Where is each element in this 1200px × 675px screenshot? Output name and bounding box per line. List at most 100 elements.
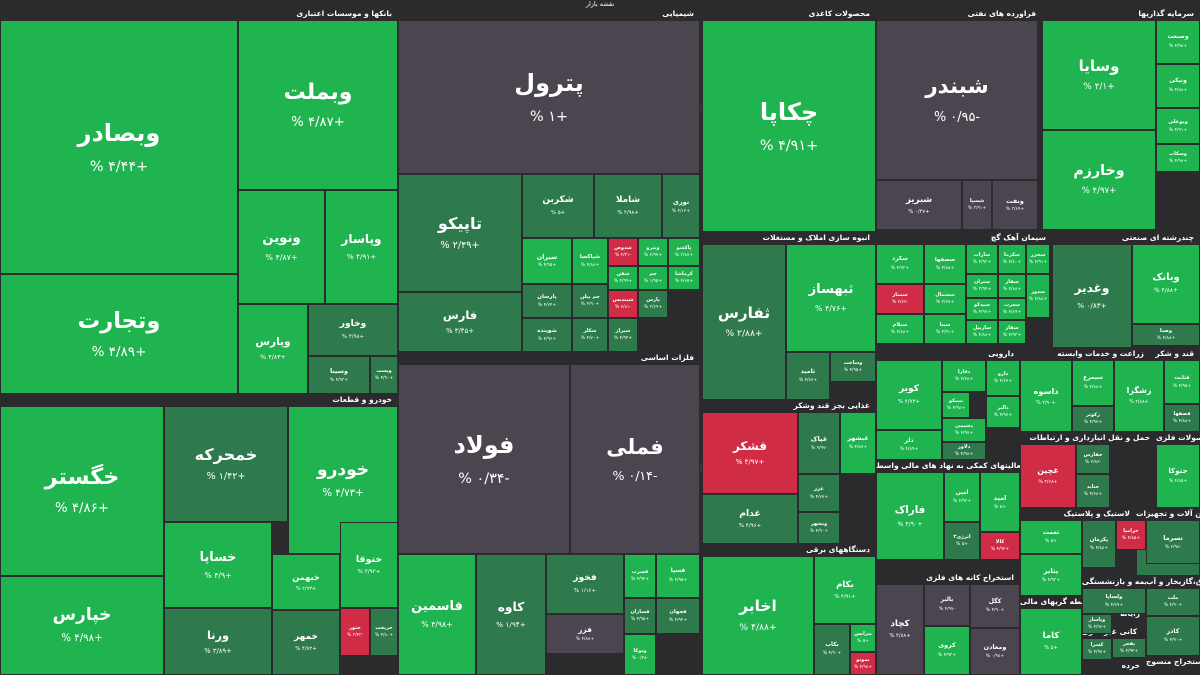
stock-tile[interactable]: سمتاز -۲/۶۷ % bbox=[876, 284, 924, 314]
stock-tile[interactable]: ختوقا +۴/۹۳ % bbox=[340, 522, 398, 608]
stock-tile[interactable]: حتاید +۴/۶۸ % bbox=[1076, 474, 1110, 508]
stock-tile[interactable]: وپارس +۴/۸۳ % bbox=[238, 304, 308, 394]
stock-tile[interactable]: وتوکا -۰/۳۸ % bbox=[624, 634, 656, 675]
stock-tile[interactable]: سکرد +۴/۹۳ % bbox=[876, 244, 924, 284]
stock-tile[interactable]: وسینا +۴/۹۳ % bbox=[308, 356, 370, 394]
stock-tile[interactable]: کروی +۴/۹۳ % bbox=[924, 626, 970, 675]
stock-tile[interactable]: کسرا +۴/۹۷ % bbox=[1082, 638, 1112, 660]
stock-tile[interactable]: شپاکسا +۴/۸۸ % bbox=[572, 238, 608, 284]
stock-tile[interactable]: سخزر +۴/۹۱ % bbox=[1026, 244, 1050, 274]
stock-tile[interactable]: کگل +۴/۹۰ % bbox=[970, 584, 1020, 628]
stock-tile[interactable]: وصنعت +۴/۹۸ % bbox=[1156, 20, 1200, 64]
stock-tile[interactable]: ونیکی +۴/۸۸ % bbox=[1156, 64, 1200, 108]
stock-tile[interactable]: دارو +۴/۶۷ % bbox=[986, 360, 1020, 396]
stock-tile[interactable]: فملی -۰/۱۴ % bbox=[570, 364, 700, 554]
stock-tile[interactable]: شیراز +۴/۹۴ % bbox=[608, 318, 638, 352]
stock-tile[interactable]: سکرما +۴/۸۰ % bbox=[998, 244, 1026, 274]
stock-tile[interactable]: وخاور +۴/۹۸ % bbox=[308, 304, 398, 356]
stock-tile[interactable]: شیران +۴/۹۵ % bbox=[522, 238, 572, 284]
stock-tile[interactable]: غچین +۴/۶۸ % bbox=[1020, 444, 1076, 508]
stock-tile[interactable]: کویر +۴/۷۳ % bbox=[876, 360, 942, 430]
stock-tile[interactable]: فسرب +۴/۹۴ % bbox=[624, 554, 656, 598]
stock-tile[interactable]: دشیمی +۴/۹۷ % bbox=[942, 418, 986, 442]
stock-tile[interactable]: بترانس +۵ % bbox=[850, 624, 876, 652]
stock-tile[interactable]: اترژی۳ +۵ % bbox=[944, 522, 980, 560]
stock-tile[interactable]: قشکر +۴/۹۷ % bbox=[702, 412, 798, 494]
stock-tile[interactable]: دلر +۴/۸۹ % bbox=[876, 430, 942, 460]
stock-tile[interactable]: جم +۱/۹۵ % bbox=[638, 266, 668, 290]
stock-tile[interactable]: بکام +۴/۹۱ % bbox=[814, 556, 876, 624]
stock-tile[interactable]: تاپیکو +۲/۴۹ % bbox=[398, 174, 522, 292]
stock-tile[interactable]: سفار +۴/۹۳ % bbox=[998, 320, 1026, 344]
stock-tile[interactable]: خزامیا +۴/۸۵ % bbox=[1116, 520, 1146, 550]
stock-tile[interactable]: شوینده +۴/۹۶ % bbox=[522, 318, 572, 352]
stock-tile[interactable]: غزر +۴/۷۷ % bbox=[798, 474, 840, 512]
stock-tile[interactable]: خساپا +۴/۹ % bbox=[164, 522, 272, 608]
stock-tile[interactable]: وپاسار +۴/۹۱ % bbox=[325, 190, 398, 304]
stock-tile[interactable]: سینا +۴/۹۱ % bbox=[924, 314, 966, 344]
stock-tile[interactable]: پارسان +۴/۷۴ % bbox=[522, 284, 572, 318]
stock-tile[interactable]: ثامید +۴/۸۷ % bbox=[786, 352, 830, 400]
stock-tile[interactable]: کاما +۵ % bbox=[1020, 608, 1082, 675]
stock-tile[interactable]: فاراک +۴/۹۰ % bbox=[876, 472, 944, 560]
stock-tile[interactable]: جم پیلن +۴/۹۰ % bbox=[572, 284, 608, 318]
stock-tile[interactable]: شفن +۴/۹۹ % bbox=[608, 266, 638, 290]
stock-tile[interactable]: وساخت +۴/۹۵ % bbox=[830, 352, 876, 382]
stock-tile[interactable]: سدور +۴/۸۸ % bbox=[1026, 274, 1050, 318]
stock-tile[interactable]: فخوز +۱/۱۶ % bbox=[546, 554, 624, 614]
stock-tile[interactable]: وغدیر +۰/۸۳ % bbox=[1052, 244, 1132, 348]
stock-tile[interactable]: ورنا +۳/۸۹ % bbox=[164, 608, 272, 675]
stock-tile[interactable]: خبهمن +۴/۹۳ % bbox=[272, 554, 340, 610]
stock-tile[interactable]: سصفها +۴/۸۸ % bbox=[924, 244, 966, 284]
stock-tile[interactable]: وپاسار +۴/۹۶ % bbox=[1082, 614, 1112, 634]
stock-tile[interactable]: فجهان +۴/۹۴ % bbox=[656, 598, 700, 634]
stock-tile[interactable]: پاکشو +۳/۸۷ % bbox=[668, 238, 700, 266]
stock-tile[interactable]: بکاب +۴/۹۰ % bbox=[814, 624, 850, 675]
stock-tile[interactable]: شسپا +۳/۹۱ % bbox=[962, 180, 992, 230]
stock-tile[interactable]: وتجارت +۴/۸۹ % bbox=[0, 274, 238, 394]
stock-tile[interactable]: بموتو +۴/۹۸ % bbox=[850, 652, 876, 675]
stock-tile[interactable]: حفارس -۲/۸۶ % bbox=[1076, 444, 1110, 474]
stock-tile[interactable]: شبندر -۰/۹۵ % bbox=[876, 20, 1038, 180]
stock-tile[interactable]: غدام +۴/۹۶ % bbox=[702, 494, 798, 544]
stock-tile[interactable]: چکاپا +۴/۹۱ % bbox=[702, 20, 876, 232]
stock-tile[interactable]: شاملا +۴/۹۸ % bbox=[594, 174, 662, 238]
stock-tile[interactable]: سفار +۴/۸۸ % bbox=[998, 274, 1026, 298]
stock-tile[interactable]: ثبهساز +۴/۷۶ % bbox=[786, 244, 876, 352]
stock-tile[interactable]: ملت +۴/۹۰ % bbox=[1146, 588, 1200, 616]
stock-tile[interactable]: وبصادر +۴/۴۴ % bbox=[0, 20, 238, 274]
stock-tile[interactable]: تسرما -۲/۹۸ % bbox=[1146, 520, 1200, 564]
stock-tile[interactable]: اخابر +۴/۸۸ % bbox=[702, 556, 814, 675]
stock-tile[interactable]: ساربیل +۴/۸۸ % bbox=[966, 320, 998, 344]
stock-tile[interactable]: شکربن +۵ % bbox=[522, 174, 594, 238]
stock-tile[interactable]: کالا +۴/۹۲ % bbox=[980, 532, 1020, 560]
stock-tile[interactable]: کرماشا +۴/۶۵ % bbox=[668, 266, 700, 290]
stock-tile[interactable]: ثعمت +۵ % bbox=[1020, 520, 1082, 554]
stock-tile[interactable]: وخارزم +۴/۹۷ % bbox=[1042, 130, 1156, 230]
stock-tile[interactable]: غپاک -۹/۹۷ % bbox=[798, 412, 840, 474]
stock-tile[interactable]: سیمرغ +۴/۸۸ % bbox=[1072, 360, 1114, 406]
stock-tile[interactable]: امین +۴/۹۳ % bbox=[944, 472, 980, 522]
stock-tile[interactable]: بفجر +۴/۹۴ % bbox=[1112, 638, 1146, 658]
stock-tile[interactable]: غبشهر +۴/۸۷ % bbox=[840, 412, 876, 474]
stock-tile[interactable]: خمحرکه +۱/۴۲ % bbox=[164, 406, 288, 522]
stock-tile[interactable]: وبملت +۴/۸۷ % bbox=[238, 20, 398, 190]
stock-tile[interactable]: ختور -۳/۴۳ % bbox=[340, 608, 370, 656]
stock-tile[interactable]: بالبر -۴/۹۷ % bbox=[924, 584, 970, 626]
stock-tile[interactable]: ساراب +۴/۹۳ % bbox=[966, 244, 998, 274]
stock-tile[interactable]: دلاور +۴/۹۸ % bbox=[942, 442, 986, 460]
stock-tile[interactable]: ثفارس +۲/۸۸ % bbox=[702, 244, 786, 400]
stock-tile[interactable]: سغرب +۴/۸۹ % bbox=[998, 298, 1026, 320]
stock-tile[interactable]: پارس +۳/۶۹ % bbox=[638, 290, 668, 318]
stock-tile[interactable]: قثابت +۴/۹۵ % bbox=[1164, 360, 1200, 404]
stock-tile[interactable]: امید +۵ % bbox=[980, 472, 1020, 532]
stock-tile[interactable]: خریخت +۴/۸۰ % bbox=[370, 608, 398, 656]
stock-tile[interactable]: سیدکو +۴/۹۷ % bbox=[966, 298, 998, 320]
stock-tile[interactable]: دفارا +۴/۷۸ % bbox=[942, 360, 986, 392]
stock-tile[interactable]: شبریز +۰/۴۷ % bbox=[876, 180, 962, 230]
stock-tile[interactable]: فارس +۳/۴۵ % bbox=[398, 292, 522, 352]
stock-tile[interactable]: وصنا +۴/۸۸ % bbox=[1132, 324, 1200, 346]
stock-tile[interactable]: پترول +۱ % bbox=[398, 20, 700, 174]
stock-tile[interactable]: ومعادن +۰/۹۸ % bbox=[970, 628, 1020, 675]
stock-tile[interactable]: داسوه +۴/۹۰ % bbox=[1020, 360, 1072, 432]
